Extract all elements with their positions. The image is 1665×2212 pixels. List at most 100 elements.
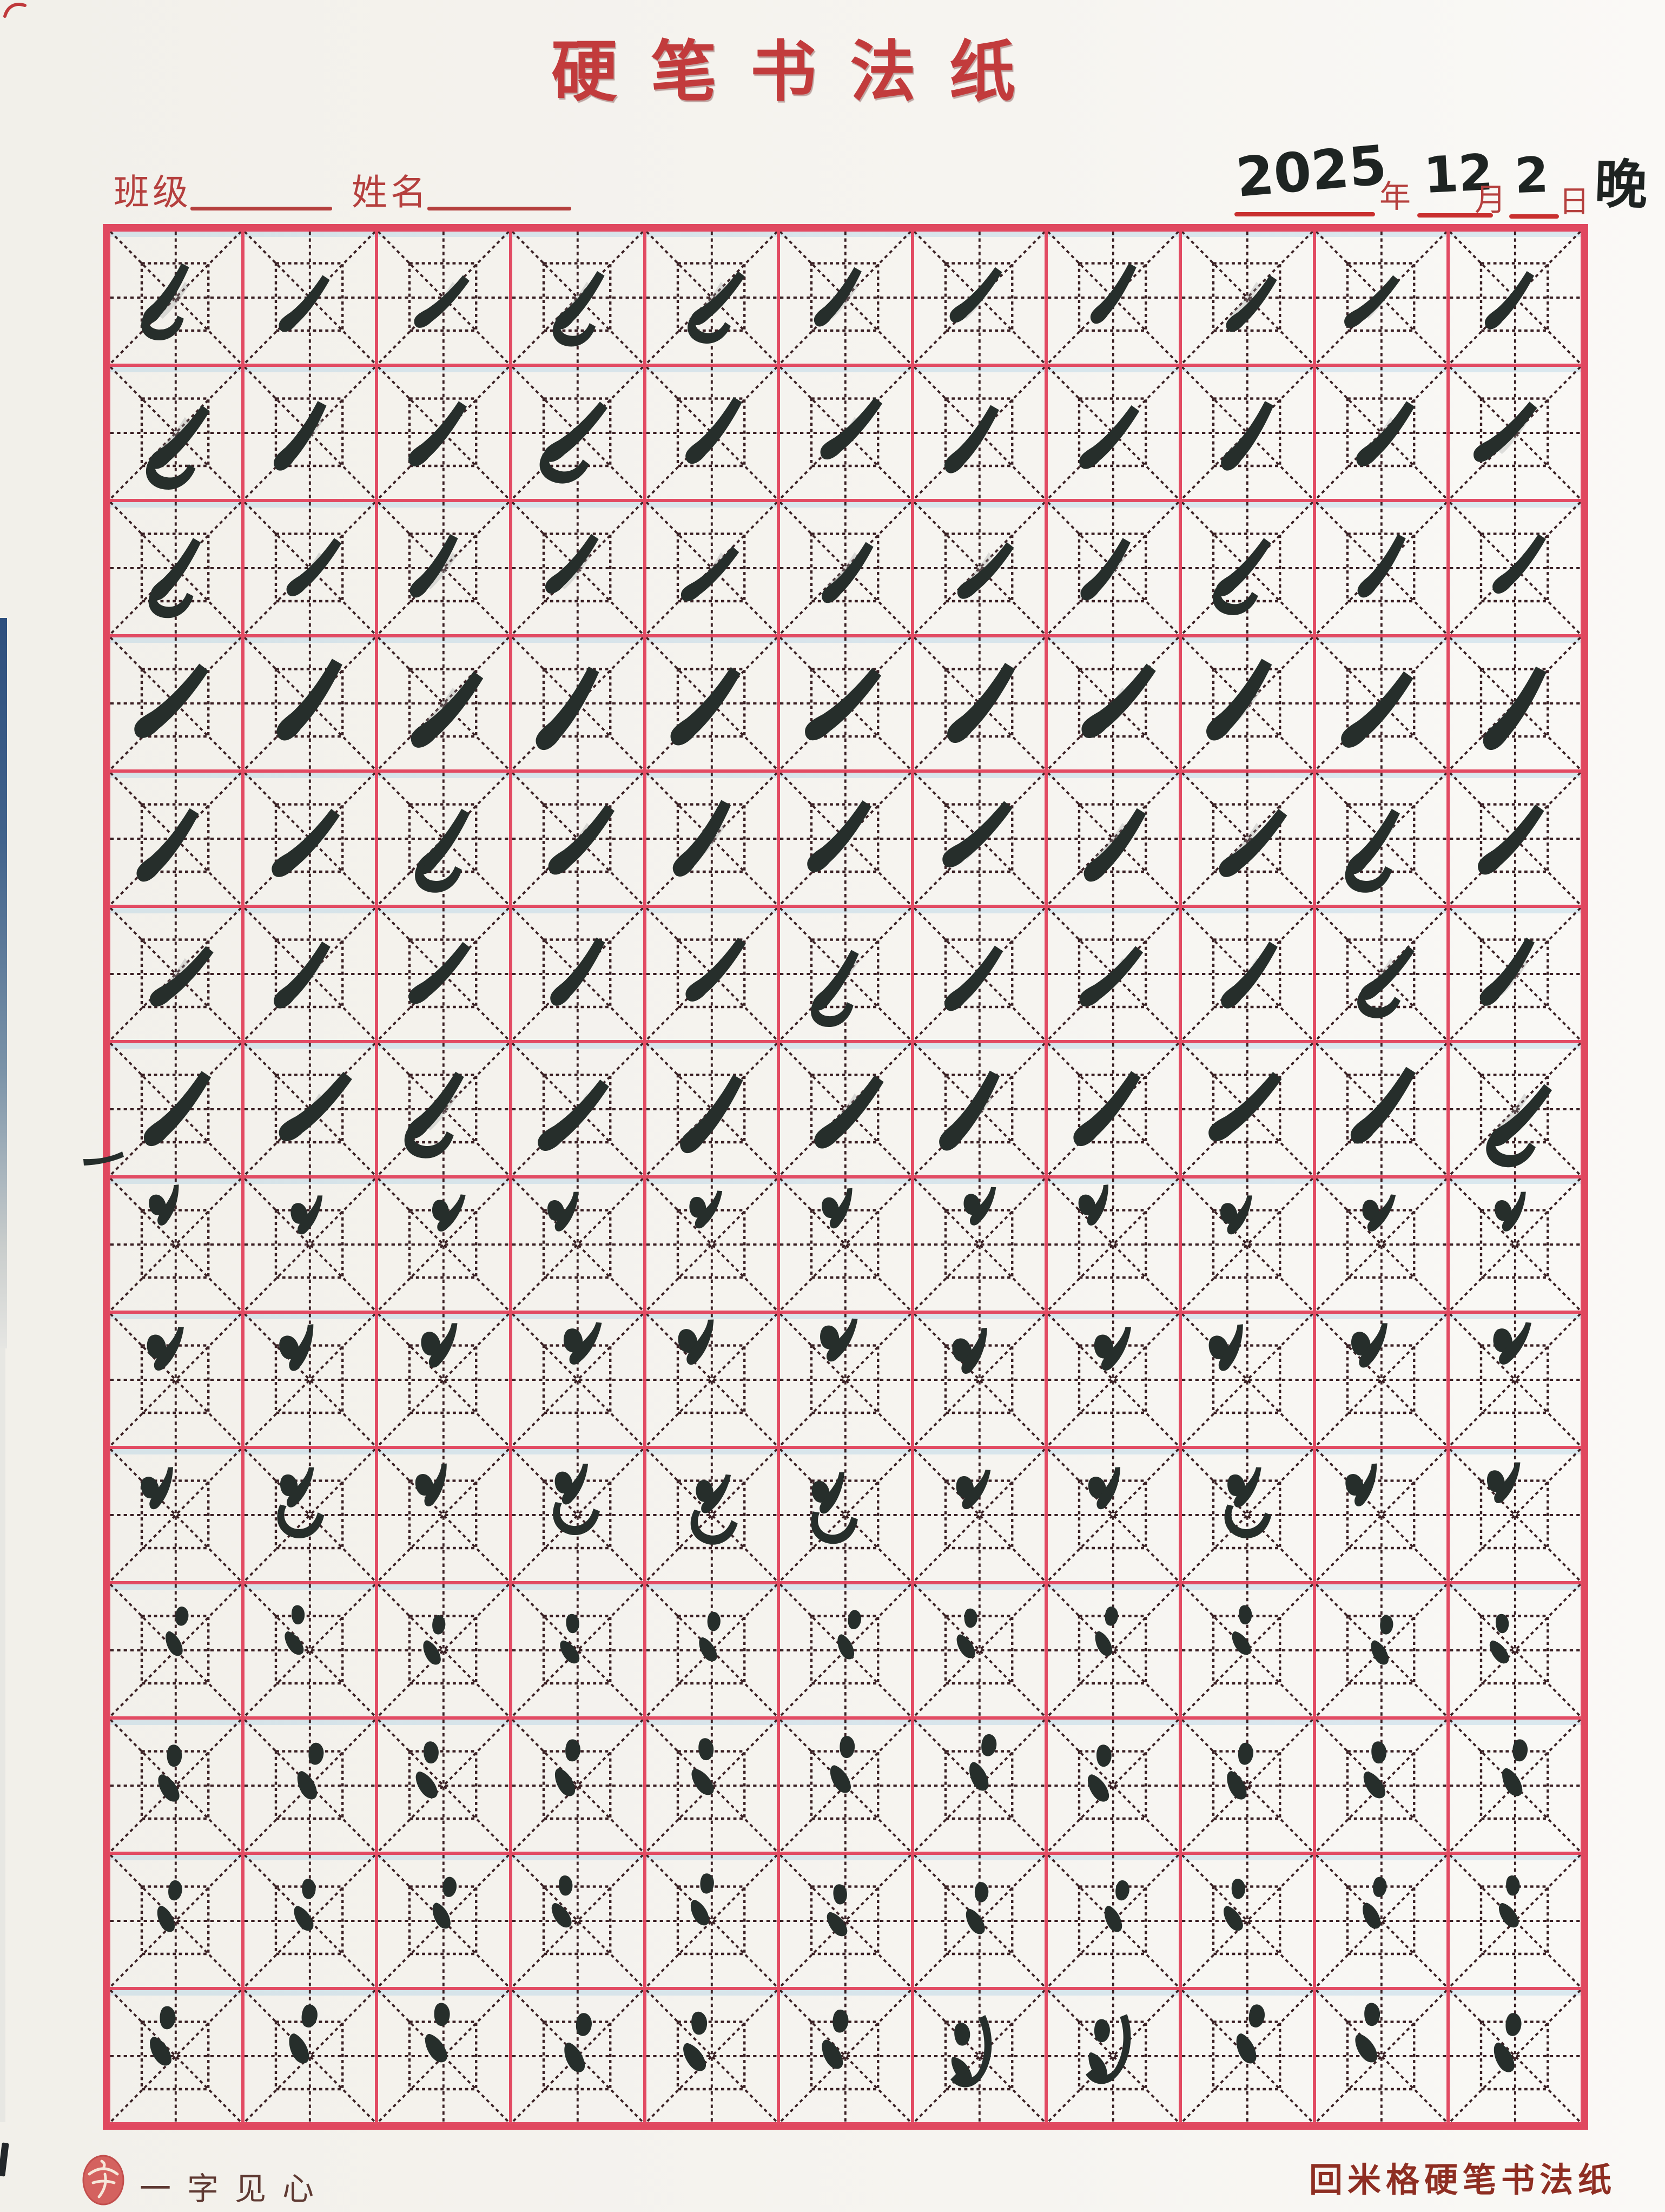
practice-cell (1448, 771, 1582, 906)
handwritten-stroke-pie (1357, 534, 1406, 598)
practice-cell (1046, 906, 1181, 1042)
handwritten-stroke-dots2 (698, 1611, 721, 1662)
handwritten-stroke-dots2 (1363, 1741, 1386, 1799)
practice-cell (1046, 1853, 1181, 1989)
practice-cell (510, 1312, 645, 1447)
practice-cell (778, 230, 913, 365)
handwritten-stroke-dots2 (1490, 1614, 1510, 1664)
handwritten-stroke-so (1362, 1194, 1396, 1232)
handwritten-stroke-pie (143, 1071, 212, 1147)
practice-cell (1180, 1042, 1314, 1177)
handwritten-stroke-pie (1079, 946, 1144, 1007)
practice-cell (644, 230, 779, 365)
handwritten-stroke-pie (822, 542, 874, 603)
handwritten-stroke-so (1079, 1184, 1109, 1226)
practice-cell (644, 1042, 779, 1177)
practice-cell (376, 636, 511, 771)
handwritten-stroke-dots2 (966, 1882, 989, 1934)
practice-cell (510, 906, 645, 1042)
handwritten-stroke-soCurve (690, 1474, 738, 1545)
practice-cell (1046, 230, 1181, 365)
date-year-unit: 年 (1379, 179, 1411, 214)
practice-cell (912, 1583, 1047, 1718)
practice-cell (1180, 230, 1314, 365)
practice-cell (376, 1583, 511, 1718)
handwritten-stroke-pie (538, 1079, 609, 1151)
practice-cell (510, 1583, 645, 1718)
handwritten-stroke-pie (271, 808, 340, 877)
handwritten-stroke-dots2 (690, 1873, 714, 1926)
handwritten-stroke-pie (545, 534, 599, 594)
handwritten-stroke-dots2 (425, 2003, 450, 2063)
practice-cell (1314, 1312, 1449, 1447)
handwritten-stroke-dots2 (1499, 1875, 1520, 1928)
practice-cell (644, 636, 779, 771)
practice-cell (510, 365, 645, 501)
practice-cell (510, 1177, 645, 1312)
practice-cell (1448, 636, 1582, 771)
practice-cell (1046, 1447, 1181, 1583)
practice-cell (242, 771, 377, 906)
practice-cell (1314, 1042, 1449, 1177)
handwritten-stroke-dots2 (297, 1742, 323, 1800)
handwritten-stroke-dots2 (1362, 1877, 1387, 1929)
practice-cell (1180, 1989, 1314, 2124)
practice-cell (1448, 501, 1582, 636)
practice-cell (1046, 1312, 1181, 1447)
practice-cell (1448, 1583, 1582, 1718)
practice-cell (510, 1989, 645, 2124)
practice-cell (242, 1312, 377, 1447)
handwritten-stroke-so (1220, 1195, 1252, 1235)
handwritten-stroke-pieCurl (148, 538, 201, 618)
practice-cell (1314, 906, 1449, 1042)
handwritten-stroke-so (1208, 1324, 1243, 1371)
practice-cell (778, 1853, 913, 1989)
handwritten-stroke-dots2 (554, 1739, 580, 1796)
date-month-unit: 月 (1475, 182, 1507, 218)
practice-cell (778, 1177, 913, 1312)
handwritten-stroke-pie (134, 663, 209, 738)
handwritten-stroke-pieCurl (141, 263, 189, 340)
practice-cell (109, 1583, 243, 1718)
handwritten-stroke-pie (1341, 671, 1413, 748)
handwritten-stroke-pie (408, 942, 471, 1004)
practice-cell (109, 771, 243, 906)
handwritten-stroke-dots2 (956, 1608, 977, 1658)
practice-cell (1180, 365, 1314, 501)
handwritten-stroke-dots2 (285, 1605, 305, 1655)
practice-cell (109, 1312, 243, 1447)
handwritten-stroke-pie (685, 938, 746, 1002)
practice-cell (1180, 1447, 1314, 1583)
handwritten-stroke-dots2 (822, 2009, 849, 2069)
handwritten-stroke-dots2 (1494, 2013, 1522, 2072)
practice-cell (510, 501, 645, 636)
practice-cell (510, 1853, 645, 1989)
handwritten-stroke-pieCurl (552, 271, 605, 347)
handwritten-stroke-so (1094, 1327, 1132, 1371)
practice-cell (1448, 1177, 1582, 1312)
handwritten-stroke-dots2 (691, 1738, 714, 1795)
handwritten-stroke-pie (1350, 1066, 1416, 1144)
handwritten-stroke-so (689, 1190, 722, 1229)
practice-cell (644, 906, 779, 1042)
handwritten-stroke-so (822, 1188, 853, 1229)
practice-cell (1314, 1177, 1449, 1312)
practice-cell (1180, 501, 1314, 636)
handwritten-stroke-pie (680, 546, 739, 602)
handwritten-stroke-pie (1478, 804, 1544, 875)
practice-cell (912, 501, 1047, 636)
practice-cell (1046, 636, 1181, 771)
handwritten-stroke-pie (944, 405, 999, 473)
handwritten-stroke-so (415, 1463, 447, 1506)
handwritten-stroke-pie (1091, 263, 1137, 324)
handwritten-stroke-soCurve (811, 1472, 858, 1544)
handwritten-stroke-dots2 (166, 1607, 189, 1656)
handwritten-stroke-pie (279, 1071, 352, 1142)
practice-cell (912, 771, 1047, 906)
practice-cell (1046, 1177, 1181, 1312)
practice-cell (1314, 365, 1449, 501)
handwritten-stroke-pie (414, 275, 470, 328)
handwritten-stroke-dots2 (1236, 2004, 1265, 2064)
practice-cell (510, 636, 645, 771)
